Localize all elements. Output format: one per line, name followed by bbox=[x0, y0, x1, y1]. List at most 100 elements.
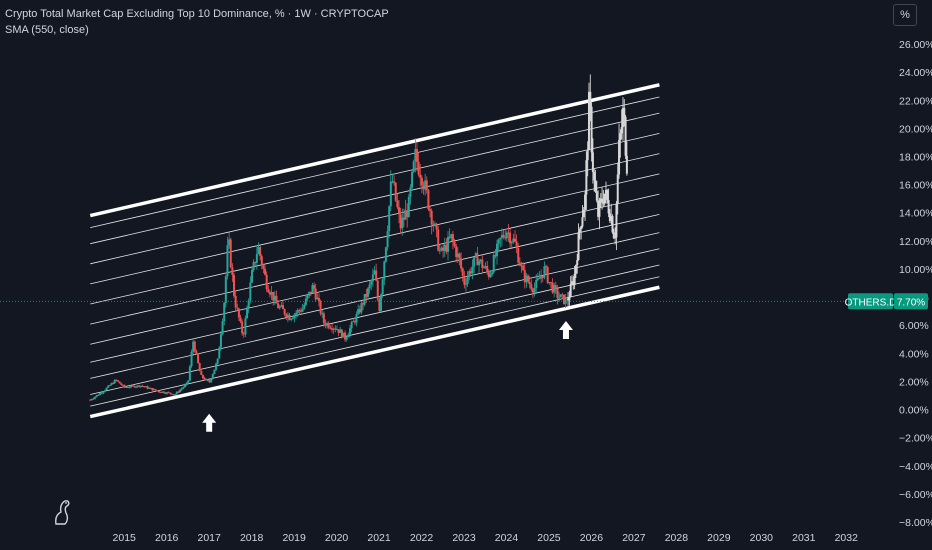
candle-body bbox=[419, 174, 422, 178]
candle-body bbox=[471, 266, 474, 274]
candle-body bbox=[193, 341, 196, 352]
candle-body bbox=[335, 329, 338, 331]
candle-body bbox=[430, 210, 433, 225]
candle-body bbox=[275, 295, 278, 304]
candle-body bbox=[203, 378, 206, 380]
price-tag-value: 7.70% bbox=[897, 297, 925, 308]
candle-body bbox=[283, 309, 286, 315]
candle-body bbox=[505, 232, 508, 239]
projection-body bbox=[578, 229, 581, 233]
candle-body bbox=[161, 391, 164, 393]
candle-body bbox=[412, 161, 415, 172]
candle-body bbox=[464, 283, 467, 285]
candle-body bbox=[520, 265, 523, 267]
candle-body bbox=[407, 196, 410, 218]
candle-body bbox=[270, 291, 273, 295]
candle-body bbox=[164, 393, 167, 395]
candle-body bbox=[445, 244, 448, 252]
candle-body bbox=[206, 379, 209, 381]
candle-body bbox=[554, 285, 557, 289]
candle-body bbox=[370, 281, 373, 285]
candle-body bbox=[241, 321, 244, 334]
candle-body bbox=[512, 238, 515, 243]
candle-body bbox=[487, 271, 490, 277]
candle-body bbox=[117, 380, 120, 382]
candle-body bbox=[492, 254, 495, 273]
x-tick-label: 2026 bbox=[580, 532, 604, 544]
candle-body bbox=[159, 391, 162, 393]
candle-body bbox=[458, 253, 461, 259]
candle-body bbox=[108, 385, 111, 387]
candle-body bbox=[546, 267, 549, 283]
candle-body bbox=[138, 385, 141, 387]
projection-body bbox=[611, 216, 614, 233]
projection-body bbox=[624, 116, 627, 156]
candle-body bbox=[113, 379, 116, 384]
candle-body bbox=[99, 393, 102, 395]
candle-body bbox=[128, 387, 131, 389]
candle-body bbox=[339, 329, 342, 333]
candle-body bbox=[456, 253, 459, 257]
projection-body bbox=[568, 296, 571, 301]
candle-body bbox=[221, 321, 224, 335]
candle-body bbox=[460, 258, 463, 269]
candle-body bbox=[211, 374, 214, 379]
arrow-annotations bbox=[202, 320, 573, 432]
candle-body bbox=[473, 257, 476, 267]
projection-body bbox=[581, 217, 584, 227]
candle-body bbox=[280, 305, 283, 307]
candle-body bbox=[523, 270, 526, 283]
candle-body bbox=[422, 185, 425, 190]
candle-body bbox=[496, 243, 499, 257]
candle-body bbox=[319, 301, 322, 314]
candle-body bbox=[255, 253, 258, 263]
candle-body bbox=[229, 239, 232, 268]
candle-body bbox=[530, 284, 533, 290]
candle-body bbox=[389, 181, 392, 207]
candle-body bbox=[97, 394, 100, 396]
candle-body bbox=[334, 328, 337, 330]
percent-scale-button[interactable]: % bbox=[893, 4, 917, 26]
candle-body bbox=[380, 294, 383, 312]
candle-body bbox=[414, 149, 417, 162]
candle-body bbox=[121, 384, 124, 386]
candle-body bbox=[264, 268, 267, 275]
channel-inner-line bbox=[90, 213, 660, 345]
candle-body bbox=[120, 383, 123, 385]
candle-body bbox=[375, 270, 378, 281]
candle-body bbox=[237, 308, 240, 318]
candle-body bbox=[148, 387, 151, 389]
candle-body bbox=[337, 329, 340, 333]
candle-body bbox=[215, 363, 218, 370]
candle-body bbox=[192, 341, 195, 352]
candle-body bbox=[509, 232, 512, 244]
x-tick-label: 2032 bbox=[835, 532, 859, 544]
candle-body bbox=[468, 271, 471, 278]
projection-body bbox=[593, 172, 596, 181]
candle-body bbox=[188, 366, 191, 381]
y-tick-label: 0.00% bbox=[899, 405, 929, 417]
candle-body bbox=[201, 374, 204, 379]
projection-body bbox=[603, 193, 606, 204]
candle-body bbox=[381, 279, 384, 295]
channel-lines bbox=[89, 83, 660, 419]
candle-body bbox=[531, 289, 534, 293]
candle-body bbox=[450, 234, 453, 238]
candle-body bbox=[504, 237, 507, 239]
candle-body bbox=[489, 274, 492, 277]
projection-body bbox=[599, 198, 602, 201]
symbol-tag-label: OTHERS.D bbox=[845, 297, 897, 308]
candle-body bbox=[175, 391, 178, 395]
candle-body bbox=[213, 369, 216, 375]
candle-body bbox=[299, 310, 302, 312]
y-tick-label: 6.00% bbox=[899, 320, 929, 332]
candle-body bbox=[383, 261, 386, 280]
candle-body bbox=[561, 294, 564, 296]
channel-inner-line bbox=[90, 276, 660, 407]
indicator-label[interactable]: SMA (550, close) bbox=[5, 24, 89, 36]
candle-body bbox=[167, 392, 170, 394]
candle-body bbox=[332, 328, 335, 330]
projection-body bbox=[589, 91, 592, 107]
candle-body bbox=[252, 261, 255, 271]
